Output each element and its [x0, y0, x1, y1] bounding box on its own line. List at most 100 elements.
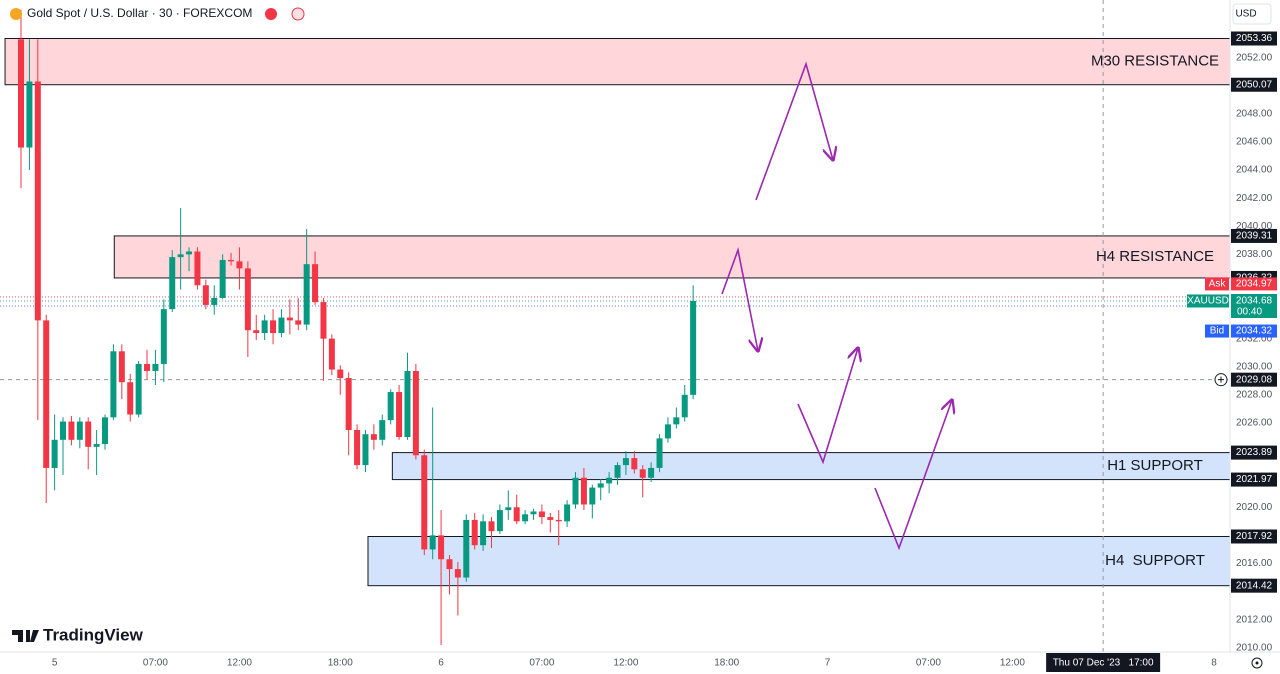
y-tick-label: 2030.00 — [1236, 361, 1273, 372]
y-tick-label: 2010.00 — [1236, 642, 1273, 653]
plot-area: M30 RESISTANCE H4 RESISTANCE H1 SUPPORT H4 … — [0, 0, 1231, 652]
arrow — [874, 400, 952, 551]
x-tick-label: 6 — [438, 658, 444, 669]
candle-body — [219, 259, 226, 298]
candle-body — [303, 264, 310, 325]
candle-body — [505, 507, 512, 511]
candle-body — [362, 434, 369, 466]
candle-body — [564, 504, 571, 522]
x-tick-label: 5 — [52, 658, 58, 669]
candle-body — [572, 477, 579, 505]
settings[interactable] — [1251, 657, 1263, 669]
price-tag-label: 2053.36 — [1236, 33, 1273, 44]
annotations — [721, 61, 952, 551]
candle-body — [345, 377, 352, 430]
candle-body — [236, 261, 243, 269]
y-tick-label: 2048.00 — [1236, 108, 1273, 119]
brand: TradingView — [43, 625, 144, 644]
price-marker-tag — [1231, 277, 1277, 291]
price-marker-name-bg — [1205, 277, 1229, 291]
x-tick-label: 8 — [1211, 658, 1217, 669]
zone-label: H1 SUPPORT — [1107, 457, 1203, 474]
candle-body — [639, 469, 646, 478]
crosshair-add — [1218, 376, 1224, 383]
arrow — [755, 61, 833, 201]
zone — [391, 452, 1231, 481]
candle-body — [253, 330, 260, 334]
y-tick-label: 2016.00 — [1236, 558, 1273, 569]
candle-body — [656, 438, 663, 468]
candle-body — [244, 268, 251, 331]
candle-body — [690, 300, 697, 395]
price-marker-value: 2034.97 — [1236, 279, 1273, 290]
arrow — [797, 348, 858, 465]
candle-body — [337, 369, 344, 378]
settings-icon[interactable] — [1251, 657, 1263, 669]
candle-body — [160, 309, 167, 364]
price-marker-name: XAUUSD — [1187, 296, 1229, 307]
chart-title: Gold Spot / U.S. Dollar · 30 · FOREXCOM — [27, 6, 252, 20]
candle-body — [202, 285, 209, 305]
candle-body — [270, 320, 277, 334]
y-tick-label: 2044.00 — [1236, 165, 1273, 176]
price-tag — [1231, 472, 1277, 487]
candle-body — [664, 424, 671, 439]
x-tick-label: 07:00 — [916, 658, 941, 669]
y-tick-label: 2028.00 — [1236, 389, 1273, 400]
price-marker-value: 2034.68 — [1236, 296, 1273, 307]
settings-icon[interactable] — [1255, 661, 1259, 665]
candle-body — [379, 420, 386, 440]
header: Gold Spot / U.S. Dollar · 30 · FOREXCOM … — [10, 3, 1272, 25]
y-tick-label: 2012.00 — [1236, 614, 1273, 625]
candle-body — [513, 507, 520, 522]
x-tick-label: 7 — [825, 658, 831, 669]
candle-body — [127, 382, 134, 415]
candle-body — [631, 458, 638, 470]
candle-body — [228, 259, 235, 262]
zone — [113, 235, 1231, 279]
price-marker-value: 2034.32 — [1236, 326, 1273, 337]
zone-label: H4 SUPPORT — [1105, 552, 1205, 569]
candle-body — [278, 317, 285, 334]
candle-body — [606, 477, 613, 484]
candle-body — [110, 351, 117, 418]
price-marker-countdown: 00:40 — [1237, 307, 1262, 318]
candle-body — [286, 317, 293, 321]
y-tick-label: 2042.00 — [1236, 193, 1273, 204]
candle-body — [622, 458, 629, 466]
candle-body — [118, 351, 125, 383]
x-tick-label: 12:00 — [613, 658, 638, 669]
candle-body — [68, 421, 75, 440]
arrow — [721, 247, 758, 351]
candle-body — [404, 370, 411, 438]
crosshair-time-tag — [1046, 653, 1161, 672]
price-tag — [1231, 228, 1277, 243]
x-tick-label: 07:00 — [529, 658, 554, 669]
crosshair-time-label: Thu 07 Dec '23 17:00 — [1053, 658, 1154, 669]
price-tag-label: 2050.07 — [1236, 79, 1273, 90]
candle-body — [438, 535, 445, 560]
candle-body — [354, 429, 361, 466]
candle-body — [85, 421, 92, 447]
candle-body — [681, 394, 688, 418]
price-marker-tag — [1231, 324, 1277, 338]
candle-body — [312, 264, 319, 303]
candle-body — [421, 455, 428, 550]
zone-label: H4 RESISTANCE — [1096, 248, 1214, 265]
price-marker-name-bg — [1187, 294, 1229, 308]
currency-button[interactable] — [1232, 3, 1272, 25]
x-tick-label: 12:00 — [1000, 658, 1025, 669]
candle-body — [26, 81, 33, 148]
x-tick-label: 18:00 — [714, 658, 739, 669]
candle-body — [530, 511, 537, 515]
candle-body — [480, 521, 487, 546]
candle-body — [320, 302, 327, 339]
currency[interactable]: USD — [1235, 9, 1256, 20]
candle-body — [614, 465, 621, 478]
candle-body — [547, 517, 554, 520]
candle-body — [454, 569, 461, 578]
candle-body — [597, 483, 604, 488]
price-tag-label: 2039.31 — [1236, 231, 1273, 242]
y-tick-label: 2046.00 — [1236, 137, 1273, 148]
